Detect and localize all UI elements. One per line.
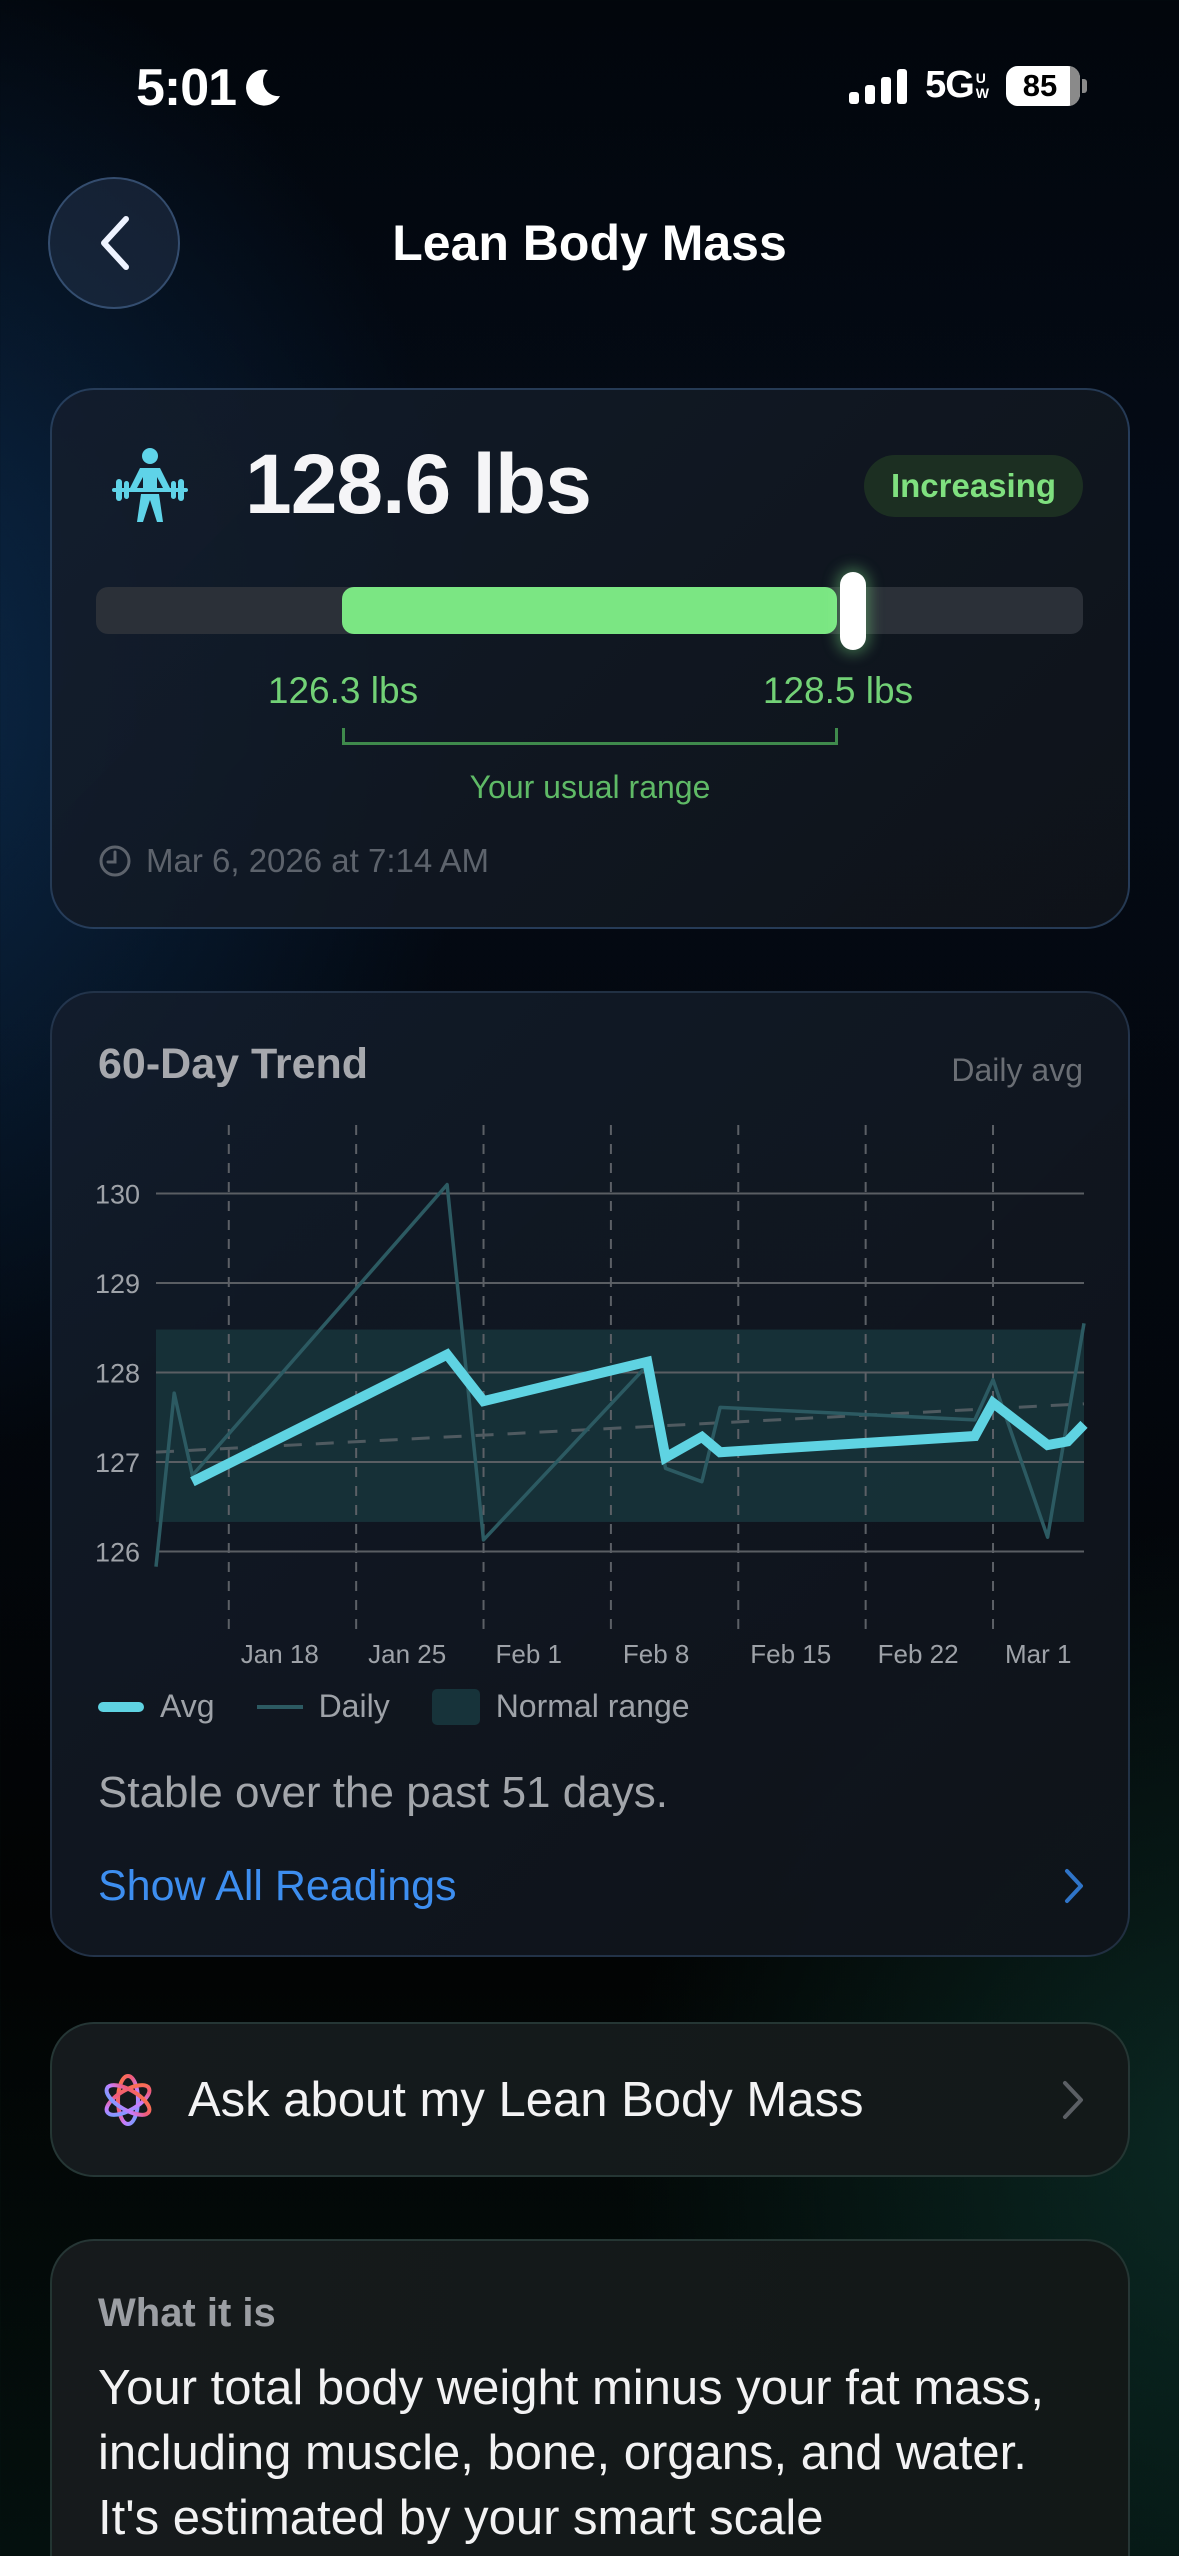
x-tick-label: Mar 1 xyxy=(1005,1639,1071,1669)
x-tick-label: Jan 25 xyxy=(368,1639,446,1669)
x-tick-label: Jan 18 xyxy=(241,1639,319,1669)
current-value-marker xyxy=(840,572,866,650)
trend-subtitle: Daily avg xyxy=(951,1052,1083,1088)
range-caption: Your usual range xyxy=(469,769,711,805)
y-tick-label: 126 xyxy=(95,1538,140,1568)
info-title: What it is xyxy=(98,2291,276,2335)
legend-avg-label: Avg xyxy=(160,1688,215,1724)
x-tick-label: Feb 8 xyxy=(623,1639,690,1669)
chevron-right-icon xyxy=(1065,1869,1083,1903)
timestamp-text: Mar 6, 2026 at 7:14 AM xyxy=(146,842,490,879)
cellular-signal-icon xyxy=(849,68,908,104)
battery-level: 85 xyxy=(1022,67,1058,103)
x-tick-label: Feb 22 xyxy=(878,1639,959,1669)
usual-range-fill xyxy=(342,587,837,634)
x-tick-label: Feb 15 xyxy=(750,1639,831,1669)
x-tick-label: Feb 1 xyxy=(496,1639,563,1669)
legend-daily-swatch xyxy=(256,1704,303,1709)
range-bracket xyxy=(342,728,838,745)
trend-chart[interactable]: 130 129 128 127 126 Jan 18 Jan 25 Feb 1 Feb 8 Feb… xyxy=(0,0,1179,1700)
chevron-left-icon xyxy=(101,216,129,270)
timestamp: Mar 6, 2026 at 7:14 AM xyxy=(98,842,489,880)
moon-icon xyxy=(246,69,281,106)
back-button[interactable] xyxy=(48,177,180,309)
chevron-right-icon xyxy=(1063,2080,1083,2119)
legend-daily-label: Daily xyxy=(318,1688,390,1724)
weightlifting-icon xyxy=(112,448,188,522)
avg-series-line xyxy=(190,1348,1088,1487)
status-time: 5:01 xyxy=(136,58,284,118)
daily-series-line xyxy=(154,1182,1086,1567)
legend-band-swatch xyxy=(431,1688,480,1725)
trend-summary: Stable over the past 51 days. xyxy=(98,1768,668,1817)
ask-card xyxy=(50,2022,1130,2177)
legend-band-label: Normal range xyxy=(495,1688,690,1724)
current-value: 128.6 lbs xyxy=(245,437,592,531)
page-title: Lean Body Mass xyxy=(392,215,787,271)
info-body: Your total body weight minus your fat ma… xyxy=(98,2361,1045,2545)
ask-about-label: Ask about my Lean Body Mass xyxy=(188,2072,864,2127)
network-label: 5G xyxy=(925,64,975,106)
show-all-readings-label: Show All Readings xyxy=(98,1861,457,1910)
y-tick-label: 128 xyxy=(95,1359,140,1389)
info-card xyxy=(50,2239,1130,2556)
clock-icon xyxy=(99,845,131,877)
y-tick-label: 127 xyxy=(95,1448,140,1478)
ai-sparkle-icon xyxy=(104,2073,152,2126)
legend-avg-swatch xyxy=(98,1701,144,1712)
summary-card xyxy=(50,388,1130,929)
trend-title: 60-Day Trend xyxy=(98,1040,369,1088)
battery-icon: 85 xyxy=(1006,65,1087,106)
status-time-text: 5:01 xyxy=(136,59,237,117)
y-tick-label: 129 xyxy=(95,1269,140,1299)
range-high-label: 128.5 lbs xyxy=(762,670,914,711)
ask-about-button[interactable]: Ask about my Lean Body Mass xyxy=(50,2022,1130,2177)
trend-line xyxy=(155,1402,1085,1454)
chart-legend: Avg Daily Normal range xyxy=(98,1688,690,1725)
y-tick-label: 130 xyxy=(95,1180,140,1210)
status-badge: Increasing xyxy=(864,455,1083,517)
show-all-readings-link[interactable]: Show All Readings xyxy=(50,1848,1130,1924)
range-low-label: 126.3 lbs xyxy=(267,670,419,711)
